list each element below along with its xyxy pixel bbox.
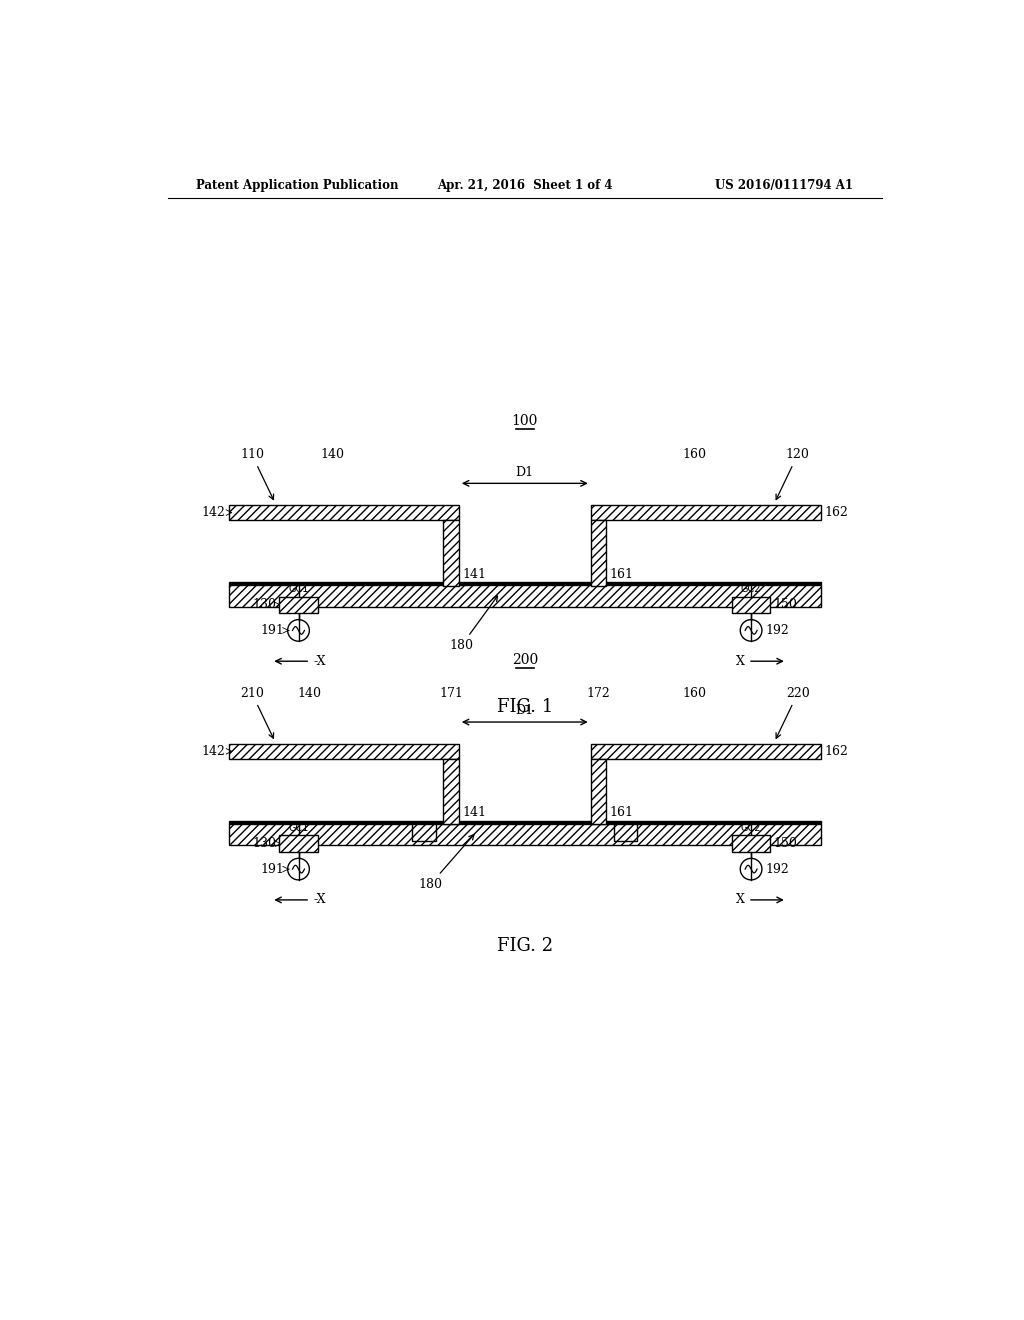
Bar — [280, 597, 317, 614]
Text: 160: 160 — [682, 686, 707, 700]
Text: 140: 140 — [321, 449, 344, 462]
Bar — [591, 759, 606, 825]
Text: 162: 162 — [824, 744, 848, 758]
Text: US 2016/0111794 A1: US 2016/0111794 A1 — [716, 178, 853, 191]
Text: 110: 110 — [240, 449, 273, 499]
Bar — [228, 821, 821, 824]
Text: D1: D1 — [516, 705, 534, 718]
Text: 142: 142 — [202, 744, 225, 758]
Bar — [614, 825, 637, 841]
Text: GC1: GC1 — [289, 585, 308, 594]
Text: 130: 130 — [252, 837, 276, 850]
Bar — [443, 759, 459, 825]
Bar — [228, 582, 821, 585]
Text: 150: 150 — [773, 837, 798, 850]
Text: Apr. 21, 2016  Sheet 1 of 4: Apr. 21, 2016 Sheet 1 of 4 — [437, 178, 612, 191]
Text: 180: 180 — [418, 834, 474, 891]
Text: 191: 191 — [261, 624, 285, 638]
Text: 130: 130 — [252, 598, 276, 611]
Bar — [413, 825, 435, 841]
Text: GC2: GC2 — [740, 822, 762, 833]
Bar — [732, 836, 770, 853]
Text: 161: 161 — [609, 807, 633, 820]
Text: -X: -X — [314, 655, 327, 668]
Text: 150: 150 — [773, 598, 798, 611]
Text: 180: 180 — [450, 597, 498, 652]
Text: 172: 172 — [587, 686, 610, 700]
Text: 142: 142 — [202, 506, 225, 519]
Text: 171: 171 — [439, 686, 463, 700]
Text: 141: 141 — [462, 807, 486, 820]
Text: 161: 161 — [609, 568, 633, 581]
Text: 192: 192 — [765, 624, 788, 638]
Text: -X: -X — [314, 894, 327, 907]
Bar — [280, 836, 317, 853]
Text: X: X — [736, 894, 744, 907]
Text: D1: D1 — [516, 466, 534, 479]
Text: 160: 160 — [682, 449, 707, 462]
Text: FIG. 2: FIG. 2 — [497, 937, 553, 956]
Bar — [443, 520, 459, 586]
Text: 200: 200 — [512, 652, 538, 667]
Text: GC1: GC1 — [289, 822, 308, 833]
Text: FIG. 1: FIG. 1 — [497, 698, 553, 717]
Text: 220: 220 — [776, 686, 810, 738]
Bar — [228, 824, 821, 845]
Text: 141: 141 — [462, 568, 486, 581]
Text: 162: 162 — [824, 506, 848, 519]
Bar — [591, 520, 606, 586]
Bar — [228, 506, 459, 520]
Bar — [228, 585, 821, 607]
Text: 100: 100 — [512, 414, 538, 428]
Bar — [228, 743, 459, 759]
Text: 191: 191 — [261, 862, 285, 875]
Bar — [732, 597, 770, 614]
Text: Patent Application Publication: Patent Application Publication — [197, 178, 398, 191]
Text: 192: 192 — [765, 862, 788, 875]
Text: X: X — [736, 655, 744, 668]
Text: 210: 210 — [240, 686, 273, 738]
Bar — [591, 506, 821, 520]
Text: 140: 140 — [297, 686, 322, 700]
Text: GC2: GC2 — [740, 585, 762, 594]
Text: 120: 120 — [776, 449, 810, 499]
Bar — [591, 743, 821, 759]
